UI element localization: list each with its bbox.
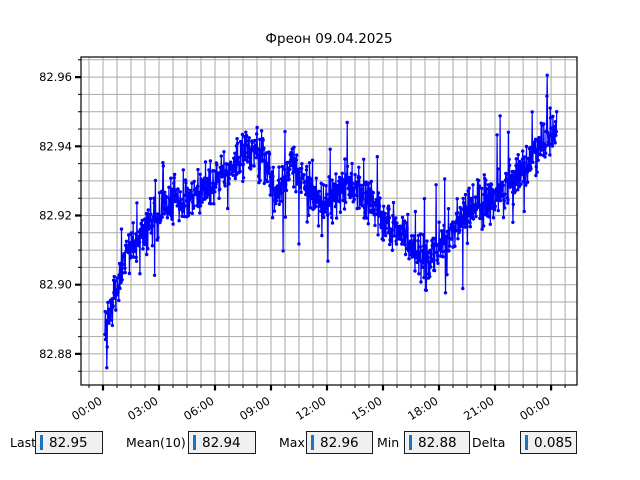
- stat-max-entry[interactable]: 82.96: [306, 431, 373, 454]
- y-tick-label: 82.96: [39, 70, 72, 84]
- plot-frame: [80, 56, 578, 386]
- text-cursor-icon: [193, 435, 196, 450]
- text-cursor-icon: [409, 435, 412, 450]
- stat-last-entry[interactable]: 82.95: [35, 431, 103, 454]
- y-tick-label: 82.92: [39, 209, 72, 223]
- stat-min-value: 82.88: [418, 434, 457, 451]
- data-series-markers: [103, 73, 559, 370]
- stat-mean-entry[interactable]: 82.94: [188, 431, 256, 454]
- chart-title: Фреон 09.04.2025: [265, 31, 393, 47]
- x-tick-label: 09:00: [237, 394, 273, 423]
- major-ticks: [75, 76, 553, 391]
- stat-delta-value: 0.085: [534, 434, 573, 451]
- y-tick-label: 82.88: [39, 347, 72, 361]
- x-tick-label: 06:00: [181, 394, 217, 423]
- stat-min-entry[interactable]: 82.88: [404, 431, 470, 454]
- x-tick-label: 21:00: [461, 394, 497, 423]
- x-tick-label: 15:00: [349, 394, 385, 423]
- stat-delta-entry[interactable]: 0.085: [520, 431, 577, 454]
- x-tick-label: 18:00: [405, 394, 441, 423]
- text-cursor-icon: [525, 435, 528, 450]
- y-tick-label: 82.94: [39, 139, 72, 153]
- x-tick-label: 00:00: [517, 394, 553, 423]
- stat-last-value: 82.95: [49, 434, 88, 451]
- stat-max-value: 82.96: [320, 434, 359, 451]
- x-tick-label: 03:00: [125, 394, 161, 423]
- y-tick-label: 82.90: [39, 278, 72, 292]
- x-tick-label: 00:00: [69, 394, 105, 423]
- x-tick-label: 12:00: [293, 394, 329, 423]
- text-cursor-icon: [40, 435, 43, 450]
- text-cursor-icon: [311, 435, 314, 450]
- stat-mean-value: 82.94: [202, 434, 241, 451]
